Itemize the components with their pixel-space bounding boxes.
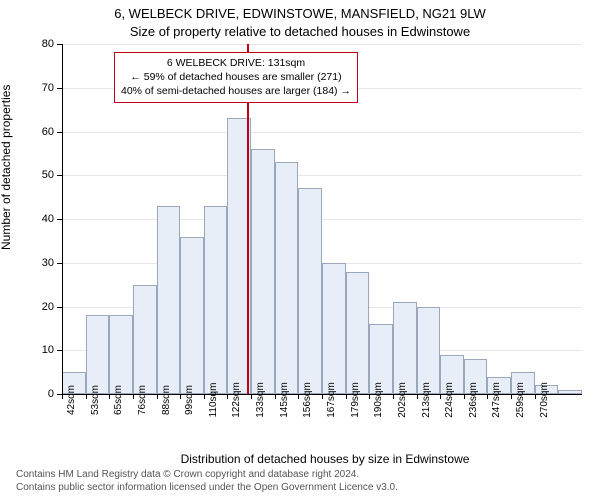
x-tick-label: 156sqm xyxy=(302,382,313,418)
gridline xyxy=(62,219,582,220)
histogram-bar xyxy=(180,237,204,395)
callout-line-3: 40% of semi-detached houses are larger (… xyxy=(121,84,351,98)
y-tick-label: 10 xyxy=(26,344,54,356)
histogram-bar xyxy=(298,188,322,394)
y-tick-label: 0 xyxy=(26,388,54,400)
y-tick-label: 30 xyxy=(26,257,54,269)
x-tick-label: 122sqm xyxy=(231,382,242,418)
callout-line-1: 6 WELBECK DRIVE: 131sqm xyxy=(121,56,351,70)
histogram-bar xyxy=(157,206,181,394)
histogram-bar xyxy=(346,272,370,395)
histogram-bar xyxy=(86,315,110,394)
y-tick-label: 70 xyxy=(26,82,54,94)
x-tick-label: 224sqm xyxy=(444,382,455,418)
x-tick-label: 213sqm xyxy=(421,382,432,418)
y-axis xyxy=(62,44,63,394)
footer-line-2: Contains public sector information licen… xyxy=(16,482,398,495)
x-tick-label: 259sqm xyxy=(515,382,526,418)
x-tick-label: 145sqm xyxy=(279,382,290,418)
gridline xyxy=(62,44,582,45)
x-tick-label: 88sqm xyxy=(161,385,172,415)
x-tick-label: 99sqm xyxy=(184,385,195,415)
callout-line-2: ← 59% of detached houses are smaller (27… xyxy=(121,70,351,84)
x-tick-label: 179sqm xyxy=(350,382,361,418)
x-tick-label: 110sqm xyxy=(208,383,219,418)
y-tick-label: 60 xyxy=(26,126,54,138)
x-tick-label: 167sqm xyxy=(326,382,337,418)
plot-area: 0102030405060708042sqm53sqm65sqm76sqm88s… xyxy=(62,44,582,394)
x-tick-label: 202sqm xyxy=(397,382,408,418)
histogram-bar xyxy=(417,307,441,395)
chart-subtitle: Size of property relative to detached ho… xyxy=(0,24,600,39)
x-tick-label: 133sqm xyxy=(255,382,266,418)
y-tick-label: 40 xyxy=(26,213,54,225)
y-tick-label: 50 xyxy=(26,169,54,181)
x-tick-label: 65sqm xyxy=(113,385,124,415)
footer-attribution: Contains HM Land Registry data © Crown c… xyxy=(16,469,398,494)
x-axis-label: Distribution of detached houses by size … xyxy=(60,452,590,466)
x-tick-label: 247sqm xyxy=(491,382,502,418)
x-tick-label: 270sqm xyxy=(539,382,550,418)
x-tick-label: 42sqm xyxy=(66,385,77,415)
histogram-bar xyxy=(275,162,299,394)
histogram-bar xyxy=(322,263,346,394)
callout-box: 6 WELBECK DRIVE: 131sqm← 59% of detached… xyxy=(114,52,358,103)
histogram-bar xyxy=(251,149,275,394)
histogram-bar xyxy=(133,285,157,394)
x-tick-label: 190sqm xyxy=(373,382,384,418)
y-tick-label: 20 xyxy=(26,301,54,313)
x-axis xyxy=(62,394,582,395)
histogram-bar xyxy=(109,315,133,394)
x-tick-label: 76sqm xyxy=(137,385,148,415)
x-tick-label: 53sqm xyxy=(90,385,101,415)
x-tick-label: 236sqm xyxy=(468,382,479,418)
y-axis-label: Number of detached properties xyxy=(0,85,13,250)
gridline xyxy=(62,132,582,133)
chart-title: 6, WELBECK DRIVE, EDWINSTOWE, MANSFIELD,… xyxy=(0,6,600,21)
y-tick-label: 80 xyxy=(26,38,54,50)
histogram-bar xyxy=(393,302,417,394)
histogram-bar xyxy=(204,206,228,394)
gridline xyxy=(62,175,582,176)
footer-line-1: Contains HM Land Registry data © Crown c… xyxy=(16,469,398,482)
